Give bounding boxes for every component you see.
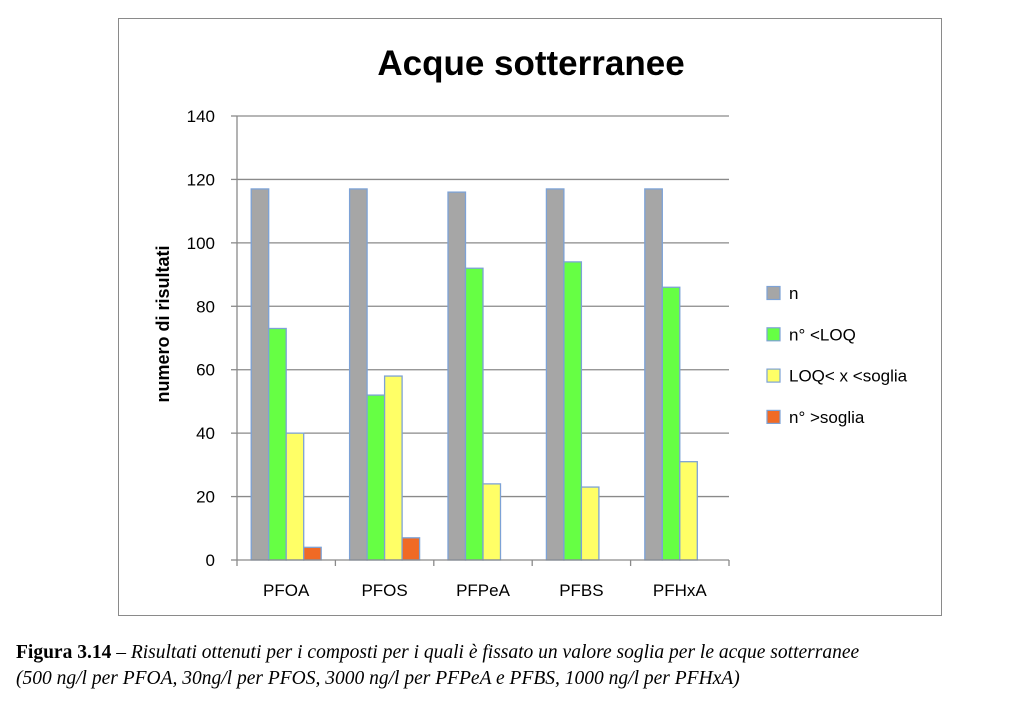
caption-label: Figura 3.14 xyxy=(16,642,112,663)
bar-pfpea-series-1 xyxy=(464,267,484,561)
chart-title: Acque sotterranee xyxy=(377,44,684,83)
bar-pfhxa-series-1 xyxy=(661,286,681,561)
x-axis-categories: PFOA PFOS PFPeA PFBS PFHxA xyxy=(236,560,730,600)
bar-pfoa-series-1 xyxy=(268,327,287,561)
legend: n n° <LOQ LOQ< x <soglia n° >soglia xyxy=(766,284,908,427)
x-category-label: PFHxA xyxy=(653,581,708,600)
bar-pfpea-series-2 xyxy=(482,483,502,561)
y-tick-label: 40 xyxy=(196,424,215,443)
y-tick-label: 20 xyxy=(196,488,215,507)
bar-pfoa-series-0 xyxy=(250,188,270,561)
legend-swatch xyxy=(766,285,781,301)
bar-pfbs-series-2 xyxy=(580,486,600,561)
bar-pfos-series-2 xyxy=(383,375,403,561)
legend-swatch xyxy=(766,327,781,342)
bar-chart: Acque sotterranee numero di risultati 0 2… xyxy=(153,44,908,600)
caption-line-1: Risultati ottenuti per i composti per i … xyxy=(130,642,860,663)
legend-swatch xyxy=(766,368,781,383)
legend-label: n° <LOQ xyxy=(789,325,856,344)
x-category-label: PFOS xyxy=(361,581,407,600)
y-axis-ticks: 0 20 40 60 80 100 120 140 xyxy=(187,107,237,570)
bars xyxy=(250,188,698,561)
y-tick-label: 100 xyxy=(187,234,215,253)
bar-pfbs-series-0 xyxy=(545,188,565,561)
y-tick-label: 140 xyxy=(187,107,215,126)
caption-dash: – xyxy=(111,642,131,663)
x-category-label: PFBS xyxy=(559,581,603,600)
y-tick-label: 80 xyxy=(196,297,215,316)
y-axis-label: numero di risultati xyxy=(153,245,173,402)
legend-label: n xyxy=(789,284,798,303)
y-tick-label: 60 xyxy=(196,361,215,380)
bar-pfos-series-1 xyxy=(366,394,386,561)
bar-pfos-series-0 xyxy=(348,188,368,561)
legend-label: n° >soglia xyxy=(789,408,865,427)
bar-pfos-series-3 xyxy=(401,537,421,561)
x-category-label: PFOA xyxy=(263,581,310,600)
legend-label: LOQ< x <soglia xyxy=(789,367,908,386)
bar-pfoa-series-2 xyxy=(285,432,305,561)
caption-line-2: (500 ng/l per PFOA, 30ng/l per PFOS, 300… xyxy=(16,668,740,689)
bar-pfhxa-series-2 xyxy=(679,461,698,561)
y-tick-label: 0 xyxy=(206,551,215,570)
y-tick-label: 120 xyxy=(187,170,215,189)
figure-caption: Figura 3.14 – Risultati ottenuti per i c… xyxy=(16,640,1016,692)
bar-pfhxa-series-0 xyxy=(644,188,663,561)
bar-pfoa-series-3 xyxy=(303,546,322,561)
chart-frame: Acque sotterranee numero di risultati 0 2… xyxy=(118,18,942,616)
legend-swatch xyxy=(766,409,781,424)
x-category-label: PFPeA xyxy=(456,581,511,600)
bar-pfbs-series-1 xyxy=(563,261,583,561)
bar-pfpea-series-0 xyxy=(447,191,467,561)
